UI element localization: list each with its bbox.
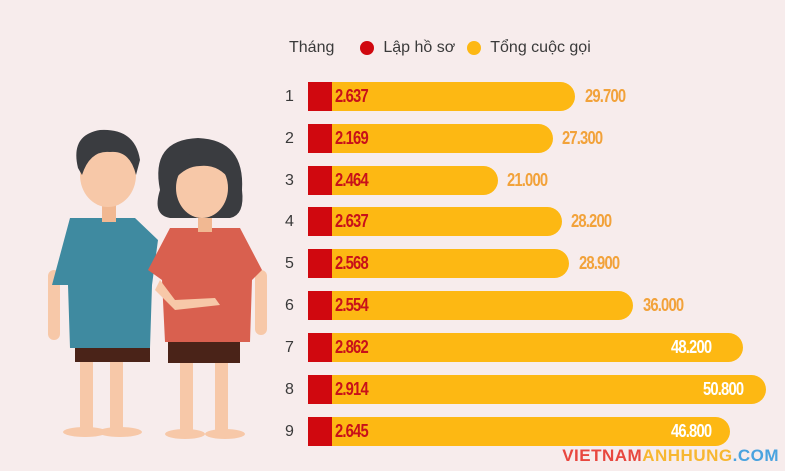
red-dot-icon <box>360 41 375 55</box>
calls-bar <box>308 166 498 195</box>
calls-value: 29.700 <box>585 86 626 106</box>
records-value: 2.554 <box>335 295 369 315</box>
records-bar <box>308 249 332 278</box>
records-bar <box>308 207 332 236</box>
records-bar <box>308 124 332 153</box>
month-number: 2 <box>285 130 294 147</box>
calls-value: 46.800 <box>671 421 712 441</box>
legend-label-records: Lập hồ sơ <box>383 39 456 56</box>
records-value: 2.645 <box>335 421 369 441</box>
watermark: VIETNAMANHHUNG.COM <box>562 446 779 466</box>
watermark-part-1: VIETNAM <box>562 446 643 465</box>
month-number: 4 <box>285 213 294 230</box>
records-value: 2.914 <box>335 379 369 399</box>
records-value: 2.568 <box>335 253 369 273</box>
month-axis-label: Tháng <box>289 39 335 56</box>
calls-bar <box>308 333 743 362</box>
records-bar <box>308 375 332 404</box>
calls-value: 50.800 <box>703 379 744 399</box>
calls-value: 27.300 <box>562 128 603 148</box>
calls-value: 28.900 <box>579 253 620 273</box>
records-value: 2.637 <box>335 86 369 106</box>
yellow-dot-icon <box>467 41 482 55</box>
boy-figure <box>48 129 158 437</box>
girl-figure <box>148 138 267 439</box>
chart-legend: Tháng Lập hồ sơ Tổng cuộc gọi <box>289 36 603 60</box>
calls-value: 36.000 <box>643 295 684 315</box>
records-bar <box>308 291 332 320</box>
calls-bar <box>308 207 562 236</box>
calls-value: 21.000 <box>507 170 548 190</box>
records-value: 2.862 <box>335 337 369 357</box>
calls-bar <box>308 124 553 153</box>
legend-item-records: Lập hồ sơ <box>360 39 455 57</box>
records-bar <box>308 333 332 362</box>
watermark-part-3: .COM <box>732 446 779 465</box>
calls-bar <box>308 417 730 446</box>
records-bar <box>308 417 332 446</box>
month-number: 8 <box>285 381 294 398</box>
records-value: 2.637 <box>335 211 369 231</box>
month-number: 9 <box>285 423 294 440</box>
month-number: 1 <box>285 88 294 105</box>
records-value: 2.464 <box>335 170 369 190</box>
records-bar <box>308 166 332 195</box>
month-number: 6 <box>285 297 294 314</box>
children-illustration <box>48 129 267 439</box>
calls-value: 48.200 <box>671 337 712 357</box>
calls-bar <box>308 82 575 111</box>
month-number: 5 <box>285 255 294 272</box>
calls-bar <box>308 249 569 278</box>
legend-item-calls: Tổng cuộc gọi <box>467 39 591 57</box>
calls-value: 28.200 <box>571 211 612 231</box>
calls-bar <box>308 291 633 320</box>
month-number: 3 <box>285 172 294 189</box>
calls-bar <box>308 375 766 404</box>
records-bar <box>308 82 332 111</box>
legend-label-calls: Tổng cuộc gọi <box>490 39 591 56</box>
watermark-part-2: ANHHUNG <box>642 446 733 465</box>
month-number: 7 <box>285 339 294 356</box>
records-value: 2.169 <box>335 128 369 148</box>
